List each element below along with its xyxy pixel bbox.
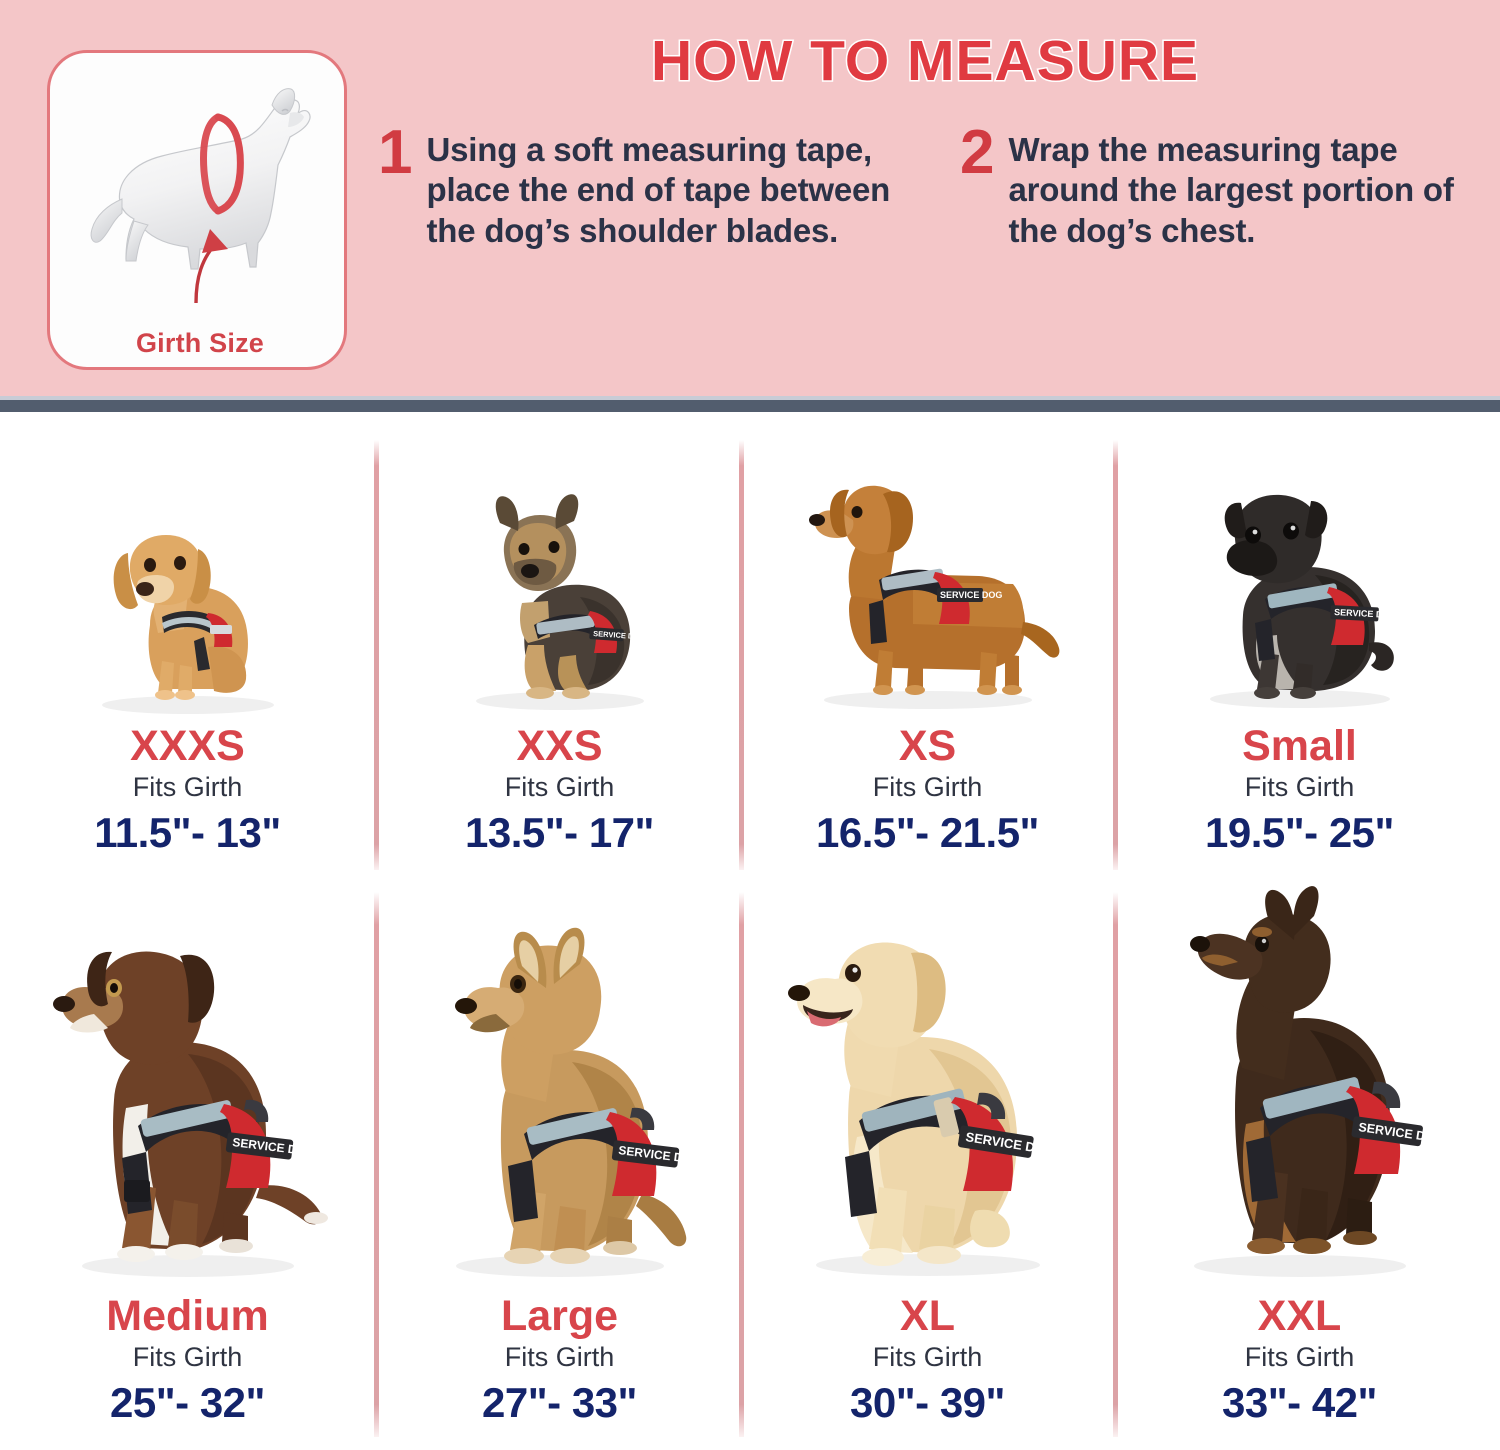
header-divider (0, 400, 1500, 412)
fits-girth-label: Fits Girth (132, 772, 243, 803)
girth-range: 25"- 32" (110, 1379, 265, 1427)
girth-range: 33"- 42" (1222, 1379, 1377, 1427)
measure-step-2: 2 Wrap the measuring tape around the lar… (960, 122, 1480, 251)
dog-photo-dachshund-standing: SERVICE DOG (740, 442, 1115, 717)
size-name: XS (898, 722, 957, 770)
svg-text:SERVICE DOG: SERVICE DOG (1333, 607, 1396, 620)
dog-photo-doberman: SERVICE DOG (1112, 886, 1487, 1287)
dog-photo-yorkshire-terrier: SERVICE DOG (372, 442, 747, 717)
fits-girth-label: Fits Girth (504, 772, 615, 803)
girth-range: 16.5"- 21.5" (816, 809, 1039, 857)
girth-range: 11.5"- 13" (94, 809, 281, 857)
size-name: Small (1242, 722, 1357, 770)
fits-girth-label: Fits Girth (504, 1342, 615, 1373)
step-1-text: Using a soft measuring tape, place the e… (426, 131, 891, 249)
dog-photo-terrier-mix-brown: SERVICE DOG (0, 892, 375, 1287)
size-name: XL (900, 1292, 955, 1340)
fits-girth-label: Fits Girth (872, 772, 983, 803)
dog-girth-diagram-icon (90, 88, 311, 304)
size-labels-xl: XL Fits Girth 30"- 39" (740, 1293, 1115, 1427)
size-name: XXXS (130, 722, 245, 770)
svg-text:SERVICE DOG: SERVICE DOG (592, 629, 645, 642)
size-cell-small: SERVICE DOG Small Fits Girth 19.5"- 25" (1112, 442, 1487, 872)
step-1-number: 1 (378, 118, 413, 187)
fits-girth-label: Fits Girth (872, 1342, 983, 1373)
column-divider (739, 892, 744, 1437)
step-2-number: 2 (960, 118, 995, 187)
fits-girth-label: Fits Girth (1244, 772, 1355, 803)
size-labels-xxxs: XXXS Fits Girth 11.5"- 13" (0, 723, 375, 857)
size-cell-xl: SERVICE DOG XL Fits Girth 30"- 39" (740, 892, 1115, 1437)
size-cell-large: SERVICE DOG Large Fits Girth 27"- 33" (372, 892, 747, 1437)
size-labels-xs: XS Fits Girth 16.5"- 21.5" (740, 723, 1115, 857)
column-divider (374, 440, 379, 870)
dog-photo-dachshund-tan (0, 442, 375, 717)
girth-range: 27"- 33" (482, 1379, 637, 1427)
column-divider (739, 440, 744, 870)
size-name: Medium (106, 1292, 269, 1340)
size-name: Large (500, 1292, 619, 1340)
header-divider-highlight (0, 396, 1500, 400)
column-divider (1113, 892, 1118, 1437)
step-2-text: Wrap the measuring tape around the large… (1008, 131, 1454, 249)
size-labels-medium: Medium Fits Girth 25"- 32" (0, 1293, 375, 1427)
girth-size-label: Girth Size (135, 328, 265, 358)
size-cell-xxs: SERVICE DOG XXS Fits Girth 13.5"- 17" (372, 442, 747, 872)
fits-girth-label: Fits Girth (132, 1342, 243, 1373)
column-divider (374, 892, 379, 1437)
page-title: HOW TO MEASURE (649, 28, 1200, 95)
measure-steps: 1 Using a soft measuring tape, place the… (378, 122, 1488, 251)
column-divider (1113, 440, 1118, 870)
size-cell-medium: SERVICE DOG Medium Fits Girth 25"- 32" (0, 892, 375, 1437)
size-labels-small: Small Fits Girth 19.5"- 25" (1112, 723, 1487, 857)
how-to-measure-header: Girth Size HOW TO MEASURE 1 Using a soft… (0, 0, 1500, 400)
size-cell-xxl: SERVICE DOG XXL Fits Girth 33"- 42" (1112, 886, 1487, 1437)
fits-girth-label: Fits Girth (1244, 1342, 1355, 1373)
size-grid: XXXS Fits Girth 11.5"- 13" (0, 412, 1500, 1450)
dog-photo-shepherd-tan: SERVICE DOG (372, 892, 747, 1287)
girth-range: 19.5"- 25" (1205, 809, 1394, 857)
size-name: XXS (516, 722, 603, 770)
size-labels-xxs: XXS Fits Girth 13.5"- 17" (372, 723, 747, 857)
girth-range: 13.5"- 17" (465, 809, 654, 857)
girth-range: 30"- 39" (850, 1379, 1005, 1427)
size-labels-large: Large Fits Girth 27"- 33" (372, 1293, 747, 1427)
dog-photo-pug-black: SERVICE DOG (1112, 442, 1487, 717)
girth-illustration-card: Girth Size (47, 50, 347, 370)
dog-photo-golden-retriever: SERVICE DOG (740, 892, 1115, 1287)
measure-step-1: 1 Using a soft measuring tape, place the… (378, 122, 918, 251)
size-cell-xxxs: XXXS Fits Girth 11.5"- 13" (0, 442, 375, 872)
size-labels-xxl: XXL Fits Girth 33"- 42" (1112, 1293, 1487, 1427)
size-name: XXL (1257, 1292, 1342, 1340)
svg-text:SERVICE DOG: SERVICE DOG (940, 590, 1002, 600)
size-cell-xs: SERVICE DOG XS Fits Girth 16.5"- 21.5" (740, 442, 1115, 872)
